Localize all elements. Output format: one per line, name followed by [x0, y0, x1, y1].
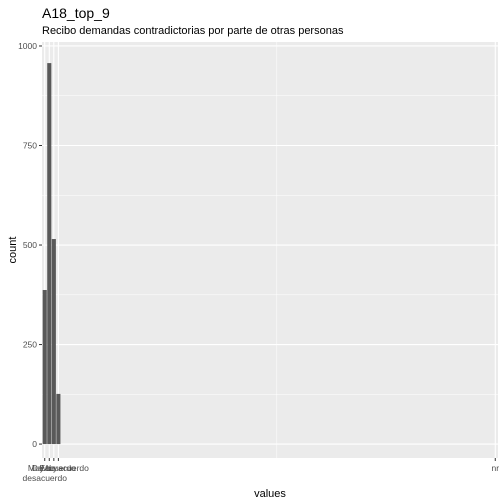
y-tick-label: 250	[23, 340, 37, 350]
y-tick-label: 750	[23, 141, 37, 151]
x-axis-title: values	[254, 488, 286, 500]
bar	[56, 393, 61, 445]
y-axis: 0 250 500 750 1000	[18, 41, 42, 449]
y-tick-label: 500	[23, 240, 37, 250]
bar	[47, 63, 52, 445]
y-tick-label: 1000	[18, 41, 37, 51]
y-tick-label: 0	[32, 439, 37, 449]
bar-layer	[42, 63, 61, 445]
x-tick-label: nr	[491, 463, 499, 473]
x-tick-label: En desacuerdo	[23, 463, 68, 483]
plot-panel	[42, 42, 498, 458]
chart-title: A18_top_9	[42, 5, 110, 21]
x-tick-label: De acuerdo	[32, 463, 76, 473]
chart-subtitle: Recibo demandas contradictorias por part…	[42, 25, 344, 37]
x-tick-label: Muy de acuerdo	[28, 463, 89, 473]
bar	[51, 239, 56, 445]
x-tick-label: Muy	[41, 463, 58, 473]
bar	[42, 290, 47, 445]
y-axis-title: count	[7, 237, 19, 264]
